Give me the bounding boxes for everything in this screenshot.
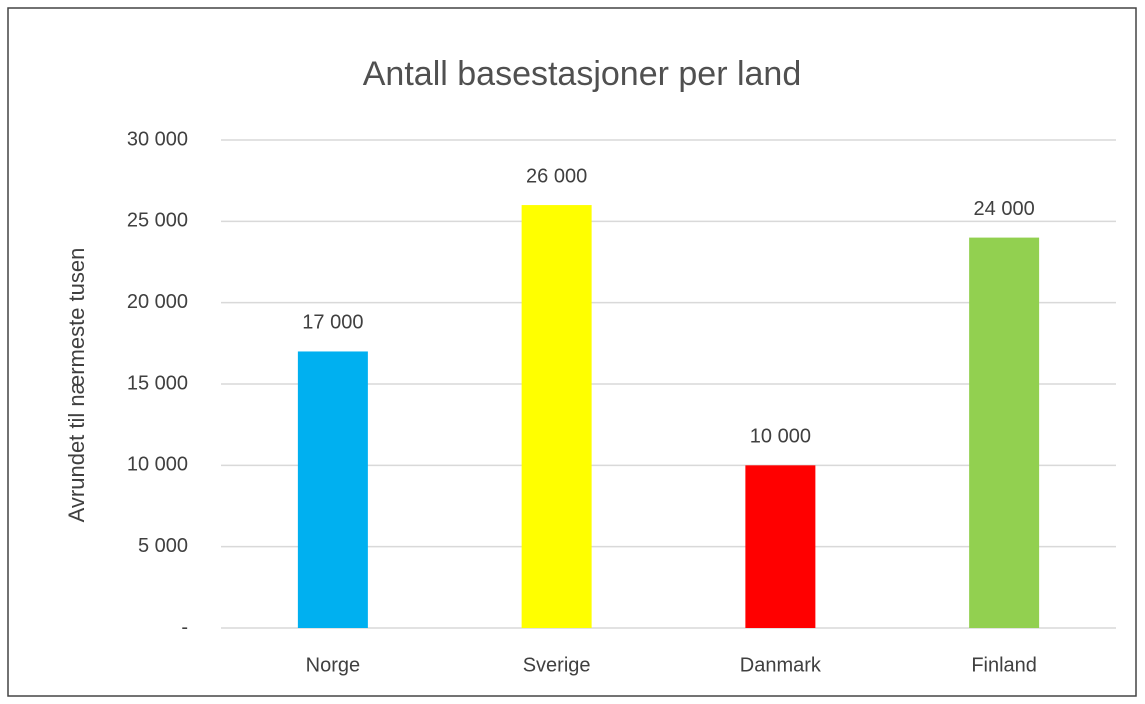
x-tick-label: Norge: [306, 654, 360, 676]
y-axis-title: Avrundet til nærmeste tusen: [64, 248, 89, 523]
bar: [297, 351, 368, 628]
x-tick-label: Sverige: [523, 654, 591, 676]
x-tick-label: Finland: [971, 654, 1037, 676]
chart-title: Antall basestasjoner per land: [363, 55, 802, 93]
y-tick-label: 25 000: [127, 210, 188, 232]
bar: [969, 237, 1040, 628]
data-label: 24 000: [974, 198, 1035, 220]
bar: [521, 205, 592, 629]
y-tick-label: 5 000: [138, 535, 188, 557]
y-tick-label: 30 000: [127, 128, 188, 150]
y-tick-label: 15 000: [127, 372, 188, 394]
y-tick-label: -: [181, 616, 188, 638]
data-label: 10 000: [750, 426, 811, 448]
data-label: 26 000: [526, 165, 587, 187]
y-tick-label: 10 000: [127, 454, 188, 476]
data-label: 17 000: [302, 312, 363, 334]
bar: [745, 465, 816, 628]
x-tick-label: Danmark: [740, 654, 822, 676]
y-tick-label: 20 000: [127, 291, 188, 313]
